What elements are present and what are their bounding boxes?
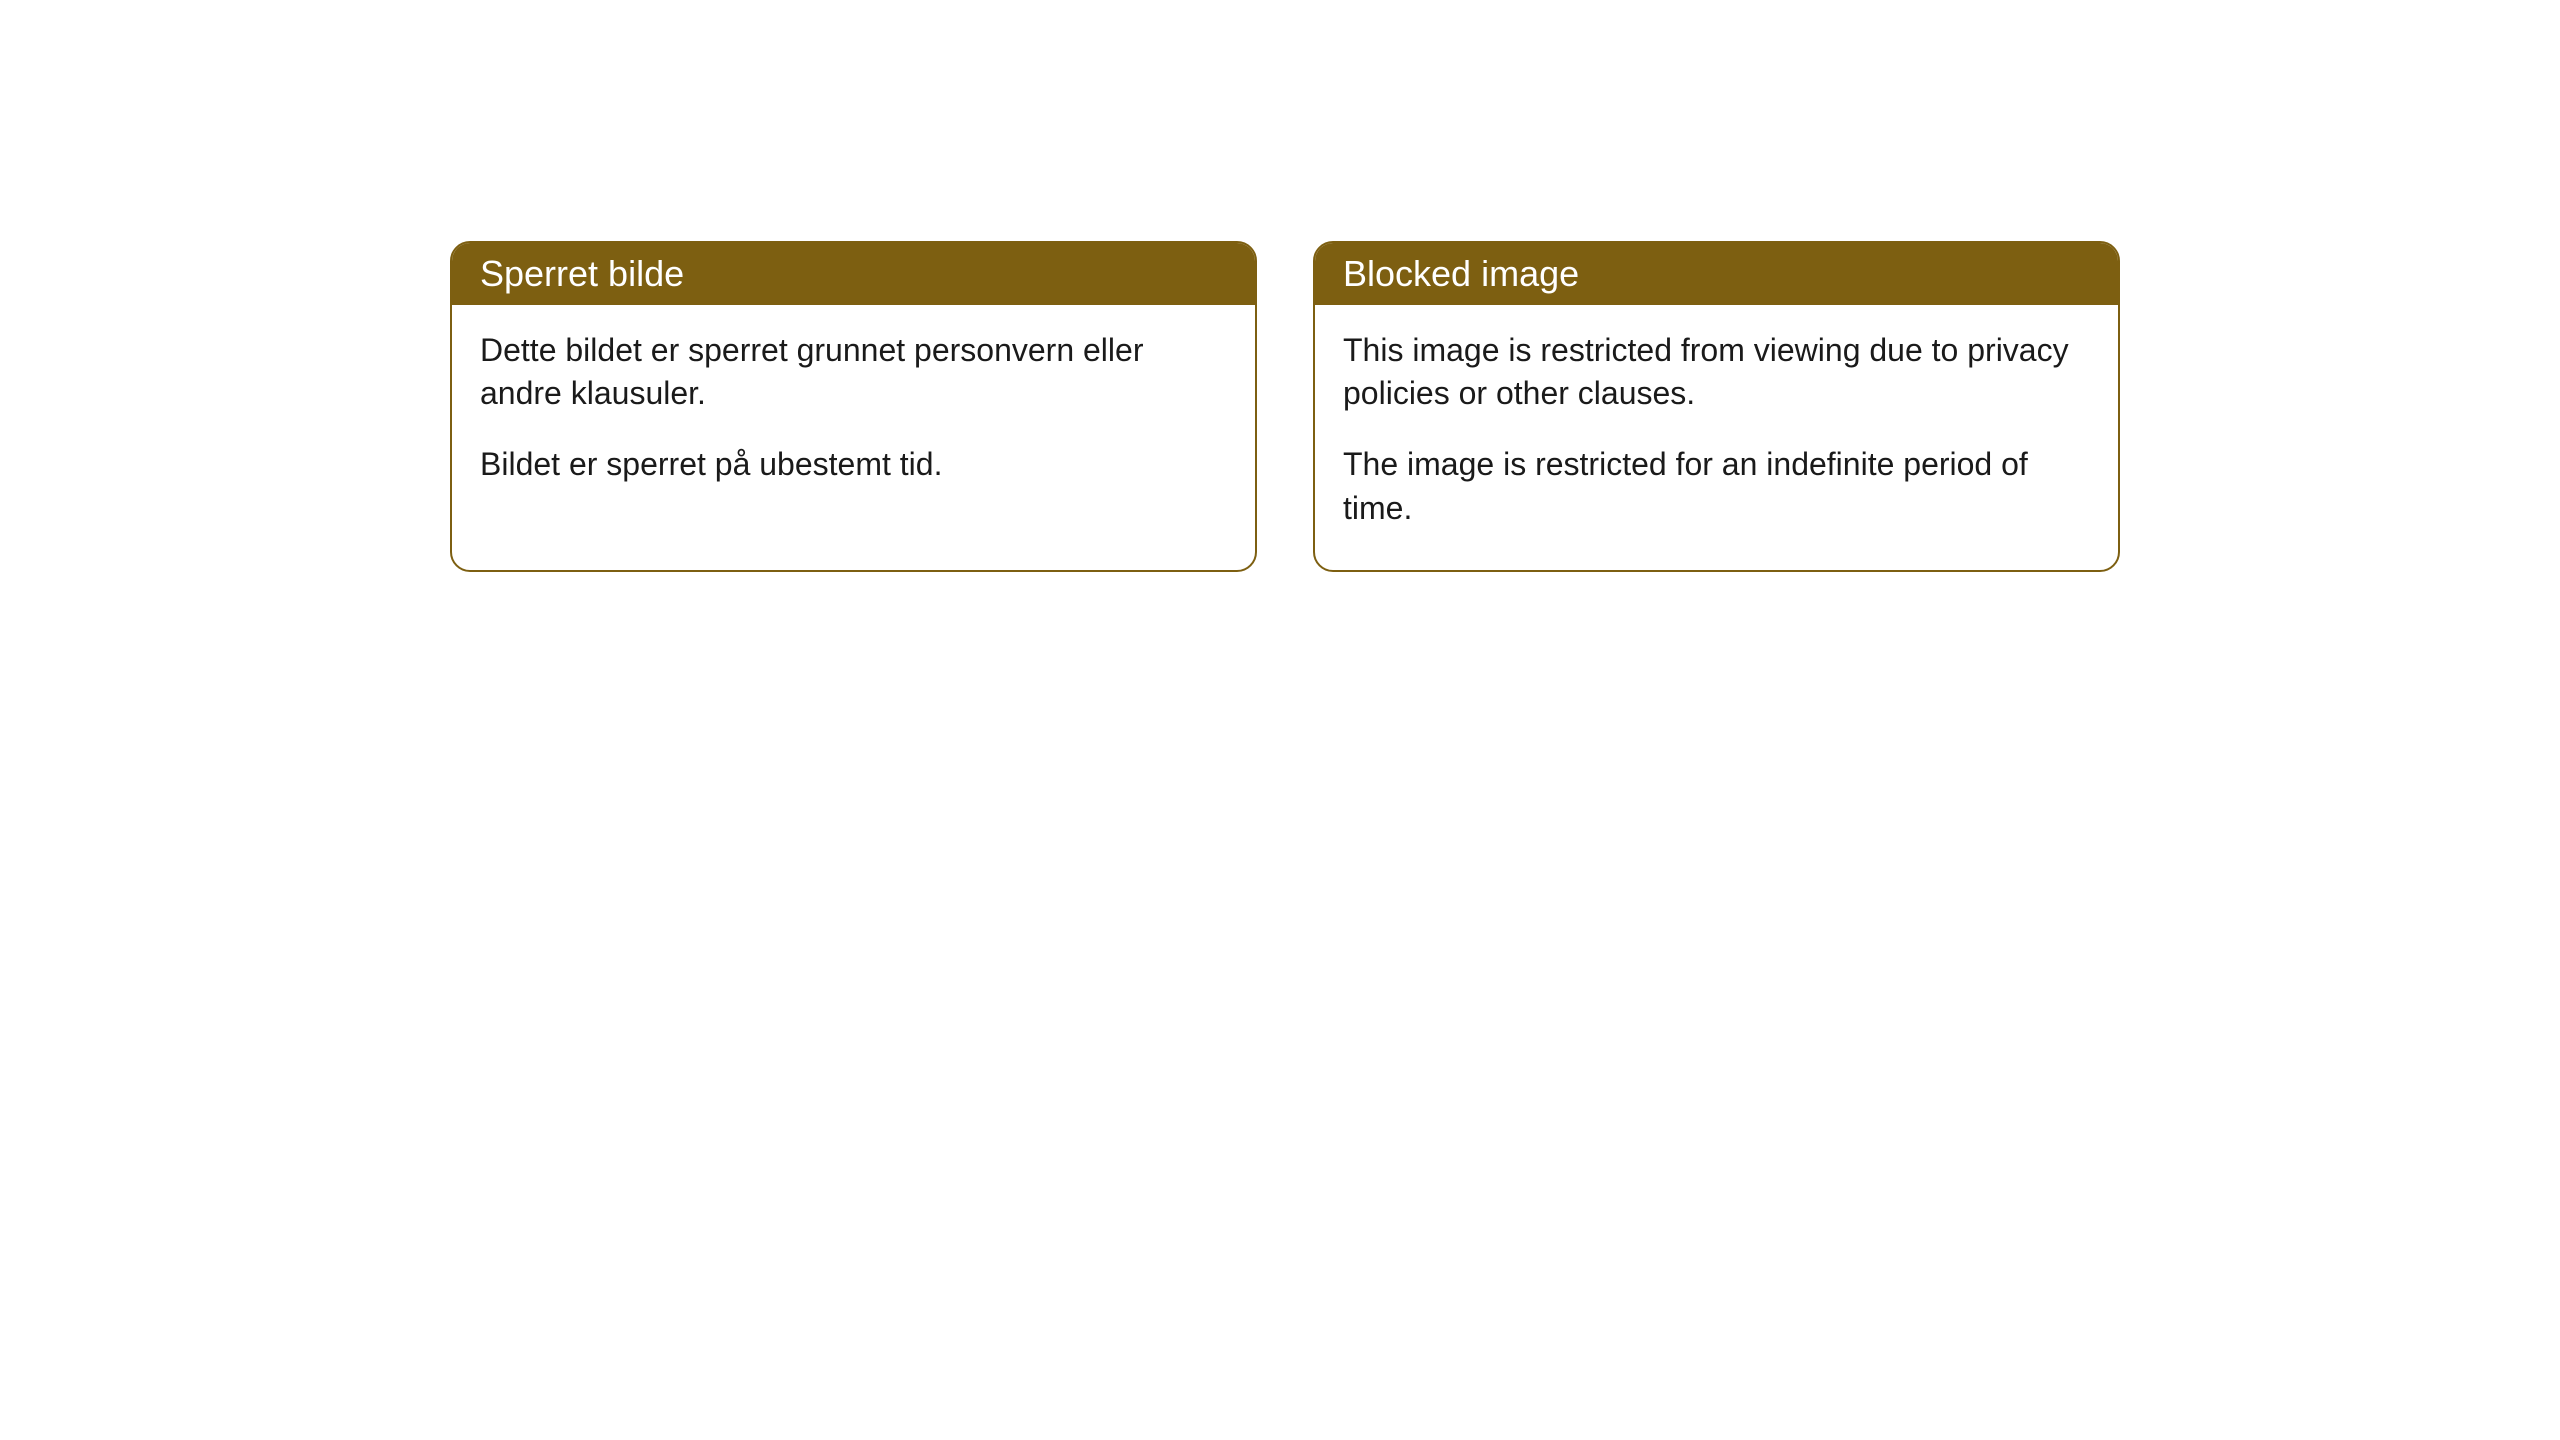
card-text-p1-norwegian: Dette bildet er sperret grunnet personve… [480,329,1227,415]
card-body-english: This image is restricted from viewing du… [1315,305,2118,570]
notice-container: Sperret bilde Dette bildet er sperret gr… [450,241,2120,572]
card-header-english: Blocked image [1315,243,2118,305]
card-body-norwegian: Dette bildet er sperret grunnet personve… [452,305,1255,527]
card-title-english: Blocked image [1343,253,1579,294]
card-header-norwegian: Sperret bilde [452,243,1255,305]
card-text-p1-english: This image is restricted from viewing du… [1343,329,2090,415]
notice-card-english: Blocked image This image is restricted f… [1313,241,2120,572]
card-title-norwegian: Sperret bilde [480,253,684,294]
card-text-p2-english: The image is restricted for an indefinit… [1343,443,2090,529]
card-text-p2-norwegian: Bildet er sperret på ubestemt tid. [480,443,1227,486]
notice-card-norwegian: Sperret bilde Dette bildet er sperret gr… [450,241,1257,572]
